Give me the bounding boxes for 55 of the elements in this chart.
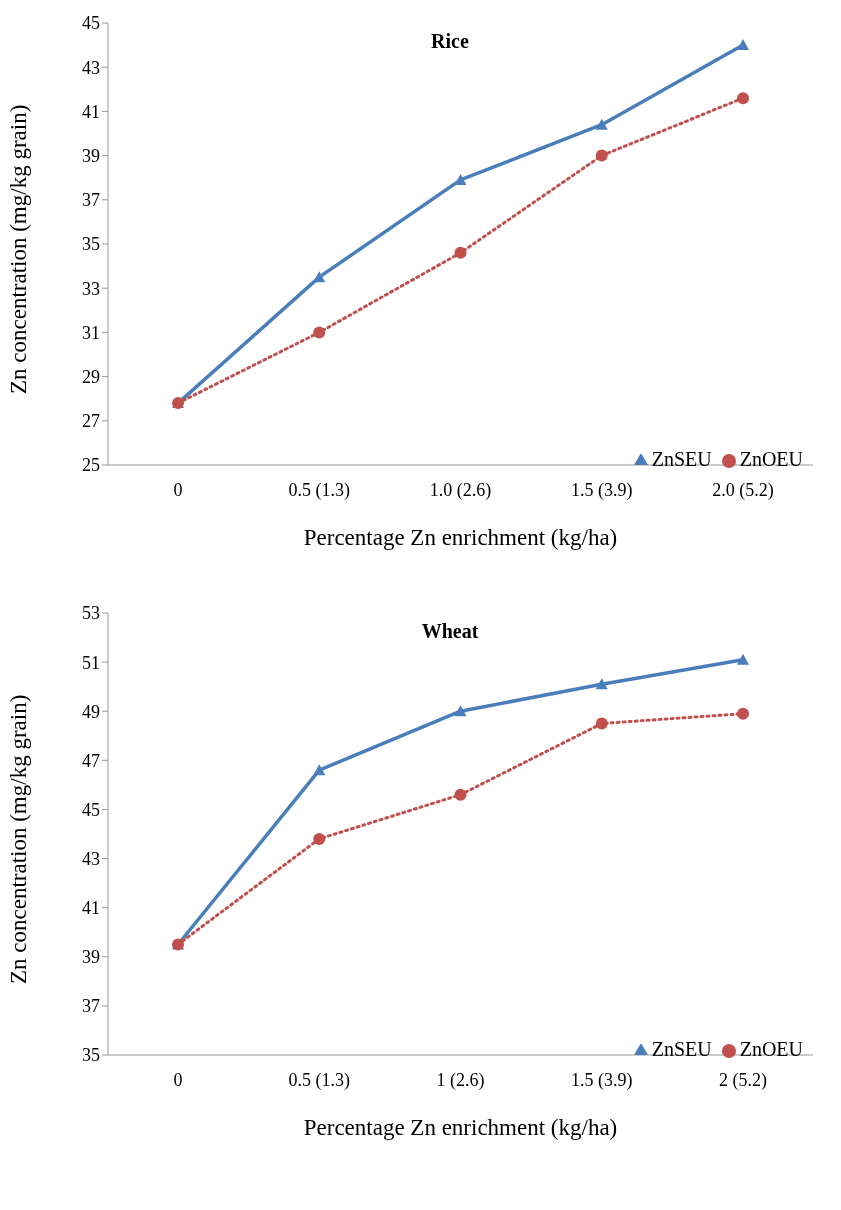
y-tick-label: 25 bbox=[82, 455, 100, 476]
chart-title: Wheat bbox=[421, 620, 479, 642]
y-tick-label: 37 bbox=[82, 996, 100, 1017]
point bbox=[737, 92, 749, 105]
x-axis-title: Percentage Zn enrichment (kg/ha) bbox=[303, 1115, 618, 1140]
point bbox=[595, 717, 608, 730]
point bbox=[595, 149, 608, 162]
x-tick-label: 2.0 (5.2) bbox=[712, 479, 774, 501]
y-tick-label: 39 bbox=[82, 947, 100, 968]
point bbox=[313, 764, 326, 776]
y-tick-label: 35 bbox=[82, 1045, 100, 1066]
y-tick-label: 41 bbox=[82, 101, 100, 122]
x-tick-label: 1.0 (2.6) bbox=[429, 479, 492, 501]
point bbox=[737, 39, 749, 51]
chart-title: Rice bbox=[431, 30, 469, 52]
y-axis-title: Zn concentration (mg/kg grain) bbox=[6, 694, 32, 984]
x-tick-label: 1.5 (3.9) bbox=[571, 1069, 633, 1091]
y-tick-label: 47 bbox=[82, 750, 100, 771]
legend-label: ZnOEU bbox=[739, 448, 803, 470]
x-tick-label: 2 (5.2) bbox=[719, 1069, 767, 1091]
point bbox=[454, 705, 467, 717]
y-tick-label: 43 bbox=[82, 848, 100, 869]
y-axis-title: Zn concentration (mg/kg grain) bbox=[6, 104, 32, 394]
point bbox=[313, 832, 326, 845]
y-tick-label: 29 bbox=[82, 366, 100, 387]
x-tick-label: 0 bbox=[173, 479, 183, 500]
y-tick-label: 35 bbox=[82, 234, 100, 255]
y-tick-label: 49 bbox=[82, 701, 100, 722]
x-tick-label: 0.5 (1.3) bbox=[288, 479, 350, 501]
legend-label: ZnOEU bbox=[739, 1038, 803, 1060]
y-tick-label: 53 bbox=[82, 603, 100, 624]
x-tick-label: 1.5 (3.9) bbox=[571, 479, 633, 501]
y-tick-label: 31 bbox=[82, 322, 100, 343]
y-tick-label: 39 bbox=[82, 145, 100, 166]
y-tick-label: 33 bbox=[82, 278, 100, 299]
y-tick-label: 27 bbox=[82, 411, 100, 432]
point bbox=[737, 653, 749, 665]
point bbox=[595, 678, 608, 690]
point bbox=[454, 788, 467, 801]
x-tick-label: 0.5 (1.3) bbox=[288, 1069, 350, 1091]
y-tick-label: 45 bbox=[82, 799, 100, 820]
y-tick-label: 41 bbox=[82, 898, 100, 919]
y-tick-label: 43 bbox=[82, 57, 100, 78]
point bbox=[313, 326, 326, 339]
x-tick-label: 0 bbox=[173, 1069, 183, 1090]
point bbox=[595, 118, 608, 130]
x-tick-label: 1 (2.6) bbox=[436, 1069, 485, 1091]
point bbox=[737, 707, 749, 720]
y-tick-label: 51 bbox=[82, 652, 100, 673]
y-tick-label: 37 bbox=[82, 190, 100, 211]
y-tick-label: 45 bbox=[82, 13, 100, 34]
point bbox=[454, 246, 467, 259]
legend-label: ZnSEU bbox=[651, 448, 712, 470]
legend-label: ZnSEU bbox=[651, 1038, 712, 1060]
x-axis-title: Percentage Zn enrichment (kg/ha) bbox=[303, 525, 618, 550]
